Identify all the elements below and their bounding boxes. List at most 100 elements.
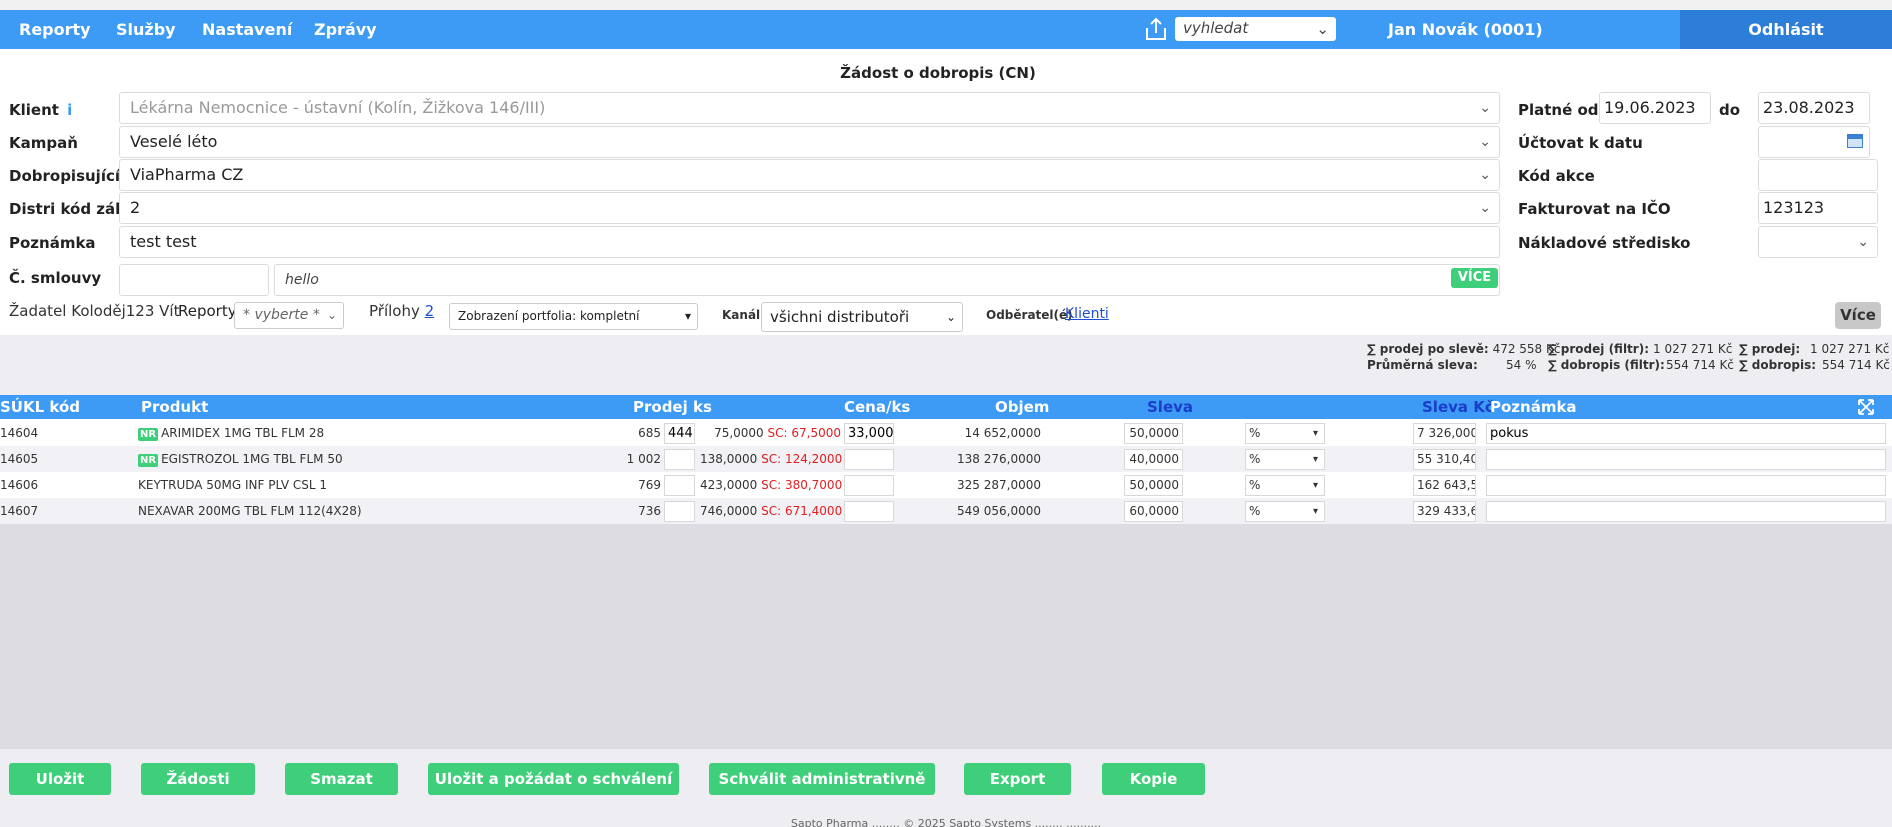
sleva-kc-input[interactable]: 162 643,5 — [1413, 475, 1476, 496]
caret-down-icon: ▾ — [684, 309, 691, 323]
table-row[interactable]: 14606 KEYTRUDA 50MG INF PLV CSL 1 769 423,0… — [0, 472, 1892, 498]
sc-price: SC: 380,7000 — [761, 478, 843, 492]
dobropisujici-value: ViaPharma CZ — [130, 165, 244, 184]
naklad-select[interactable]: ⌄ — [1758, 226, 1878, 258]
dobropisujici-select[interactable]: ViaPharma CZ ⌄ — [119, 159, 1500, 191]
prilohy-link[interactable]: 2 — [424, 302, 435, 320]
prodej-ks-cell: 769 — [638, 478, 661, 492]
ulozit-pozadat-button[interactable]: Uložit a požádat o schválení — [428, 763, 679, 795]
do-input[interactable]: 23.08.2023 — [1758, 92, 1870, 124]
calendar-icon[interactable] — [1847, 134, 1863, 148]
col-objem[interactable]: Objem — [995, 398, 1050, 416]
ks-input[interactable]: 444 — [664, 423, 695, 444]
chevron-down-icon: ⌄ — [945, 310, 956, 324]
ks-input[interactable] — [664, 501, 695, 522]
cena-input[interactable] — [844, 449, 894, 470]
vice-button[interactable]: Více — [1835, 302, 1881, 329]
zadosti-button[interactable]: Žádosti — [141, 763, 255, 795]
col-sukl[interactable]: SÚKL kód — [0, 398, 81, 416]
sleva-typ-value: % — [1249, 426, 1261, 440]
poznamka-row-input[interactable] — [1486, 475, 1886, 496]
search-select[interactable]: vyhledat ⌄ — [1175, 17, 1336, 41]
sleva-typ-select[interactable]: % ▾ — [1245, 501, 1325, 522]
hello-input[interactable]: hello — [274, 264, 1500, 296]
logout-button[interactable]: Odhlásit — [1680, 10, 1892, 49]
kod-akce-input[interactable] — [1758, 159, 1878, 191]
table-row[interactable]: 14604 NR ARIMIDEX 1MG TBL FLM 28 685 444 75,0… — [0, 420, 1892, 446]
sleva-typ-select[interactable]: % ▾ — [1245, 449, 1325, 470]
uctovat-date-input[interactable] — [1758, 126, 1870, 158]
sleva-kc-input[interactable]: 55 310,40 — [1413, 449, 1476, 470]
sleva-typ-select[interactable]: % ▾ — [1245, 423, 1325, 444]
footer-text: Sapto Pharma ........ © 2025 Sapto Syste… — [0, 809, 1892, 827]
objem-cell: 549 056,0000 — [957, 504, 1041, 518]
poznamka-input[interactable]: test test — [119, 226, 1500, 258]
caret-down-icon: ▾ — [1312, 506, 1318, 517]
kampan-select[interactable]: Veselé léto ⌄ — [119, 126, 1500, 158]
sleva-kc-input[interactable]: 329 433,6 — [1413, 501, 1476, 522]
nav-nastaveni[interactable]: Nastavení — [202, 20, 293, 39]
produkt-cell: NR ARIMIDEX 1MG TBL FLM 28 — [138, 426, 324, 441]
kanal-select[interactable]: všichni distributoři ⌄ — [761, 302, 963, 332]
sleva-typ-value: % — [1249, 452, 1261, 466]
nav-reporty[interactable]: Reporty — [19, 20, 91, 39]
sleva-typ-select[interactable]: % ▾ — [1245, 475, 1325, 496]
sleva-input[interactable]: 50,0000 — [1124, 423, 1183, 444]
col-sleva-kc[interactable]: Sleva Kč — [1422, 398, 1494, 416]
table-row[interactable]: 14607 NEXAVAR 200MG TBL FLM 112(4X28) 736 7… — [0, 498, 1892, 524]
ulozit-button[interactable]: Uložit — [9, 763, 111, 795]
ks-input[interactable] — [664, 475, 695, 496]
export-button[interactable]: Export — [964, 763, 1071, 795]
sc-price: SC: 67,5000 — [767, 426, 841, 440]
cena-input[interactable]: 33,0000 — [844, 423, 894, 444]
info-icon[interactable]: i — [67, 101, 73, 119]
poznamka-row-input[interactable]: pokus — [1486, 423, 1886, 444]
objem-cell: 138 276,0000 — [957, 452, 1041, 466]
produkt-name: KEYTRUDA 50MG INF PLV CSL 1 — [138, 478, 328, 492]
vice-badge-button[interactable]: VÍCE — [1451, 268, 1498, 288]
poznamka-label: Poznámka — [9, 234, 96, 252]
platne-od-input[interactable]: 19.06.2023 — [1599, 92, 1711, 124]
schvalit-button[interactable]: Schválit administrativně — [709, 763, 935, 795]
sleva-input[interactable]: 50,0000 — [1124, 475, 1183, 496]
cena-input[interactable] — [844, 501, 894, 522]
fakturovat-input[interactable]: 123123 — [1758, 192, 1878, 224]
produkt-cell: NEXAVAR 200MG TBL FLM 112(4X28) — [138, 504, 362, 518]
hello-value: hello — [285, 272, 319, 288]
action-bar: Uložit Žádosti Smazat Uložit a požádat o… — [0, 749, 1892, 809]
klient-select[interactable]: Lékárna Nemocnice - ústavní (Kolín, Žižk… — [119, 92, 1500, 124]
sum-prodej-po-sleve: ∑ prodej po slevě: 472 558 Kč — [1367, 342, 1561, 356]
distri-select[interactable]: 2 ⌄ — [119, 192, 1500, 224]
top-navbar: Reporty Služby Nastavení Zprávy vyhledat… — [0, 10, 1892, 49]
klienti-link[interactable]: Klienti — [1065, 306, 1109, 322]
smlouvy-input[interactable] — [119, 264, 269, 296]
zadatel-text: Žadatel Koloděj123 Vít — [9, 302, 180, 320]
kampan-value: Veselé léto — [130, 132, 218, 151]
smazat-button[interactable]: Smazat — [285, 763, 398, 795]
nr-badge: NR — [138, 454, 159, 467]
portfolio-select[interactable]: Zobrazení portfolia: kompletní ▾ — [449, 303, 698, 330]
page-title: Žádost o dobropis (CN) — [840, 64, 1036, 82]
col-poznamka[interactable]: Poznámka — [1490, 398, 1577, 416]
col-prodej-ks[interactable]: Prodej ks — [633, 398, 712, 416]
ks-input[interactable] — [664, 449, 695, 470]
nav-zpravy[interactable]: Zprávy — [314, 20, 377, 39]
sleva-kc-input[interactable]: 7 326,000 — [1413, 423, 1476, 444]
share-icon[interactable] — [1143, 16, 1169, 42]
expand-icon[interactable] — [1857, 398, 1875, 416]
kod-akce-label: Kód akce — [1518, 167, 1595, 185]
caret-down-icon: ▾ — [1312, 428, 1318, 439]
poznamka-row-input[interactable] — [1486, 501, 1886, 522]
col-produkt[interactable]: Produkt — [141, 398, 209, 416]
sleva-input[interactable]: 60,0000 — [1124, 501, 1183, 522]
col-sleva[interactable]: Sleva — [1147, 398, 1194, 416]
sleva-input[interactable]: 40,0000 — [1124, 449, 1183, 470]
table-row[interactable]: 14605 NR EGISTROZOL 1MG TBL FLM 50 1 002 138… — [0, 446, 1892, 472]
cena-input[interactable] — [844, 475, 894, 496]
nav-sluzby[interactable]: Služby — [116, 20, 176, 39]
col-cena-ks[interactable]: Cena/ks — [844, 398, 911, 416]
sum-dobropis-filtr-value: 554 714 Kč — [1666, 358, 1734, 372]
kopie-button[interactable]: Kopie — [1102, 763, 1205, 795]
reporty-select[interactable]: * vyberte * ⌄ — [234, 302, 344, 329]
poznamka-row-input[interactable] — [1486, 449, 1886, 470]
